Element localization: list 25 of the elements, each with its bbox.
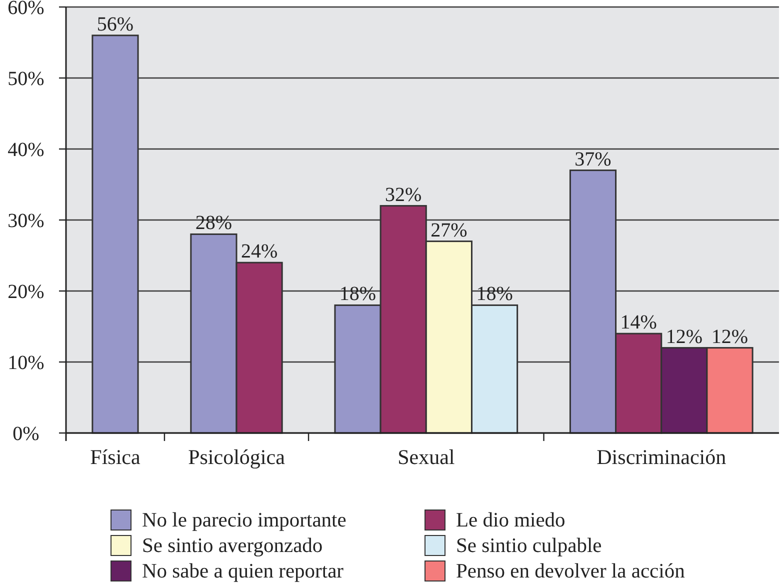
- y-tick-label: 0%: [12, 423, 40, 445]
- x-tick-label: Psicológica: [188, 445, 286, 469]
- legend-label: No le parecio importante: [142, 510, 346, 532]
- data-label: 24%: [240, 240, 278, 263]
- y-tick-label: 10%: [8, 352, 44, 374]
- legend-label: Le dio miedo: [456, 510, 566, 532]
- legend-label: No sabe a quien reportar: [142, 560, 344, 582]
- y-tick-label: 40%: [8, 139, 44, 161]
- x-tick-label: Discriminación: [596, 445, 727, 469]
- data-label: 14%: [620, 312, 657, 334]
- legend-label: Se sintio avergonzado: [142, 535, 323, 557]
- data-label: 12%: [711, 326, 748, 348]
- data-label: 37%: [574, 148, 612, 170]
- data-label: 27%: [430, 219, 468, 242]
- legend-label: Se sintio culpable: [456, 535, 602, 557]
- x-tick-label: Física: [90, 445, 141, 469]
- y-tick-label: 20%: [8, 281, 44, 303]
- data-label: 12%: [666, 326, 703, 348]
- data-label: 32%: [385, 184, 422, 206]
- y-tick-label: 50%: [8, 68, 44, 90]
- y-tick-label: 30%: [8, 210, 44, 232]
- x-tick-label: Sexual: [398, 445, 455, 469]
- data-label: 56%: [96, 13, 134, 36]
- y-tick-label: 60%: [8, 0, 44, 19]
- legend-label: Penso en devolver la acción: [456, 560, 685, 582]
